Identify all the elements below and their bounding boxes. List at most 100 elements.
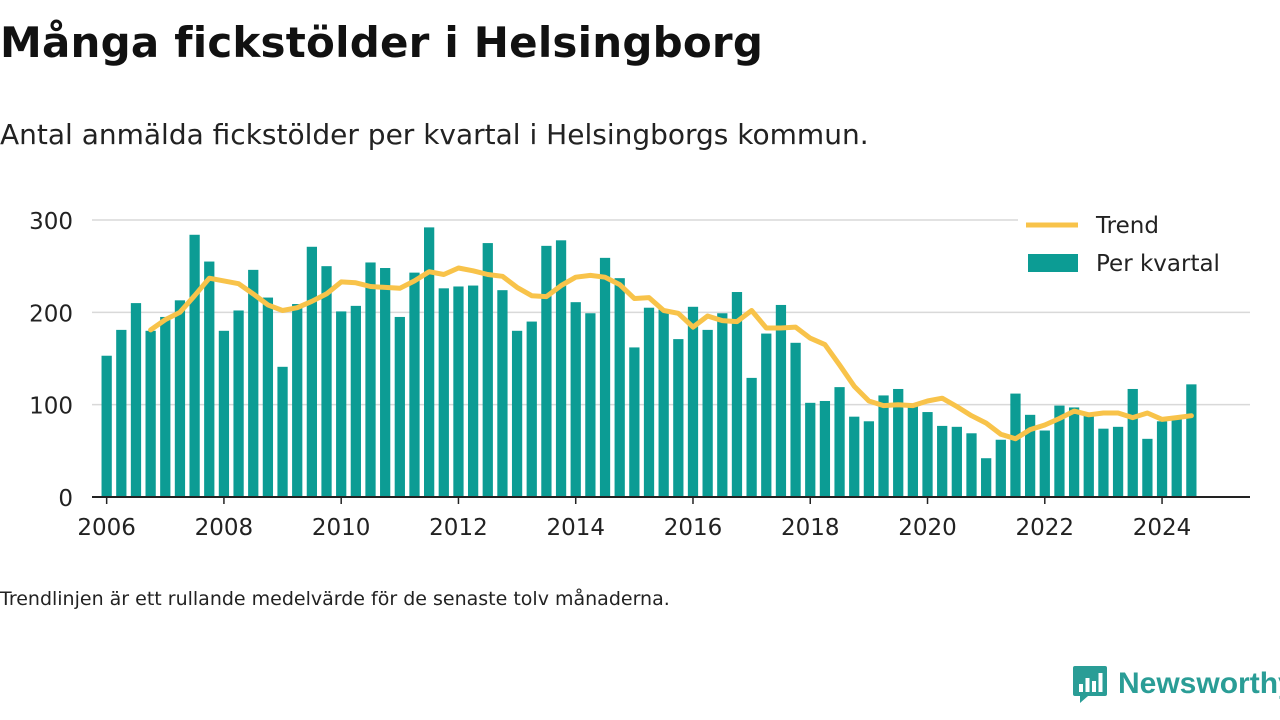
bar-per-kvartal (687, 306, 699, 497)
bar-per-kvartal (1098, 428, 1109, 497)
bar-per-kvartal (717, 313, 728, 497)
bar-per-kvartal (467, 285, 479, 497)
bar-per-kvartal (951, 426, 962, 497)
bar-per-kvartal (1054, 405, 1065, 497)
x-tick-label: 2020 (898, 515, 957, 541)
bar-per-kvartal (130, 303, 142, 497)
bar-per-kvartal (629, 347, 640, 497)
bar-per-kvartal (453, 286, 464, 497)
bar-per-kvartal (350, 305, 361, 497)
bar-per-kvartal (775, 304, 787, 497)
bar-per-kvartal (555, 240, 567, 497)
bar-per-kvartal (101, 355, 112, 497)
quarterly-bars (101, 227, 1197, 498)
bar-per-kvartal (863, 421, 875, 497)
bar-per-kvartal (995, 439, 1006, 497)
chart-title: Många fickstölder i Helsingborg (0, 18, 764, 67)
bar-per-kvartal (1083, 413, 1094, 497)
bar-per-kvartal (336, 311, 347, 497)
legend-label-per-kvartal: Per kvartal (1096, 251, 1220, 277)
bar-per-kvartal (614, 278, 625, 497)
bar-per-kvartal (673, 339, 684, 497)
bar-per-kvartal (292, 304, 303, 497)
bar-per-kvartal (1039, 430, 1050, 497)
bar-per-kvartal (233, 310, 244, 497)
x-tick-label: 2008 (195, 515, 254, 541)
bar-per-kvartal (937, 425, 948, 497)
brand-name: Newsworthy (1118, 667, 1280, 700)
bar-per-kvartal (409, 272, 420, 497)
bar-per-kvartal (893, 388, 904, 497)
trend-line (148, 265, 1194, 442)
bar-per-kvartal (262, 297, 274, 497)
y-tick-label: 100 (29, 394, 73, 420)
bar-per-kvartal (321, 266, 332, 497)
bar-per-kvartal (805, 402, 816, 497)
bar-per-kvartal (1112, 426, 1124, 497)
bar-per-kvartal (1127, 388, 1138, 497)
bar-per-kvartal (966, 433, 977, 497)
bar-per-kvartal (482, 243, 493, 497)
bar-per-kvartal (1171, 418, 1182, 497)
bar-per-kvartal (204, 261, 215, 497)
bar-per-kvartal (497, 290, 508, 497)
newsworthy-icon (1073, 666, 1107, 703)
bar-per-kvartal (116, 329, 127, 497)
bar-line-chart: 0 100 200 300 2006 2008 2010 2012 2014 2016 2018 20… (29, 209, 1250, 541)
bar-per-kvartal (277, 366, 288, 497)
footnote: Trendlinjen är ett rullande medelvärde f… (0, 588, 670, 610)
bar-per-kvartal (702, 329, 713, 497)
x-tick-label: 2022 (1016, 515, 1075, 541)
bar-per-kvartal (599, 257, 611, 497)
bar-per-kvartal (1010, 393, 1021, 497)
bar-per-kvartal (145, 330, 156, 497)
bar-per-kvartal (746, 377, 757, 497)
y-tick-label: 300 (29, 209, 73, 235)
bar-per-kvartal (248, 269, 259, 497)
bar-per-kvartal (438, 288, 449, 497)
bar-per-kvartal (365, 262, 376, 497)
x-tick-label: 2006 (77, 515, 136, 541)
bar-per-kvartal (878, 395, 889, 497)
bar-per-kvartal (643, 307, 655, 497)
bar-per-kvartal (658, 309, 669, 497)
bar-per-kvartal (1142, 438, 1153, 497)
x-tick-label: 2024 (1133, 515, 1192, 541)
x-tick-label: 2012 (429, 515, 488, 541)
bar-per-kvartal (174, 300, 186, 497)
bar-per-kvartal (731, 292, 743, 497)
bar-per-kvartal (570, 302, 581, 497)
bar-per-kvartal (1024, 414, 1036, 497)
bar-per-kvartal (189, 234, 200, 498)
x-tick-label: 2010 (312, 515, 371, 541)
bar-per-kvartal (790, 342, 801, 497)
bar-per-kvartal (922, 412, 933, 497)
x-tick-label: 2018 (781, 515, 840, 541)
legend: Trend Per kvartal (1018, 210, 1250, 286)
bar-per-kvartal (1068, 407, 1080, 497)
x-tick-label: 2016 (664, 515, 723, 541)
bar-per-kvartal (907, 403, 918, 497)
trend-line-group (148, 265, 1194, 442)
bar-per-kvartal (306, 246, 318, 497)
bar-per-kvartal (1186, 384, 1197, 497)
y-tick-label: 200 (29, 301, 73, 327)
bar-per-kvartal (380, 268, 391, 497)
bar-per-kvartal (218, 330, 230, 497)
bar-per-kvartal (160, 316, 171, 497)
legend-label-trend: Trend (1095, 213, 1159, 239)
bar-per-kvartal (585, 313, 596, 497)
bar-per-kvartal (981, 458, 992, 497)
bar-per-kvartal (819, 400, 831, 497)
bar-per-kvartal (511, 330, 523, 497)
bar-per-kvartal (424, 227, 435, 497)
axes: 0 100 200 300 2006 2008 2010 2012 2014 2016 2018 20… (29, 209, 1250, 541)
chart-subtitle: Antal anmälda fickstölder per kvartal i … (0, 118, 869, 151)
bar-per-kvartal (526, 321, 537, 497)
bar-per-kvartal (1156, 421, 1168, 497)
bar-per-kvartal (761, 333, 772, 497)
bar-per-kvartal (849, 416, 860, 497)
bar-per-kvartal (541, 245, 552, 497)
legend-bar-swatch (1028, 254, 1078, 272)
bar-per-kvartal (394, 316, 405, 497)
